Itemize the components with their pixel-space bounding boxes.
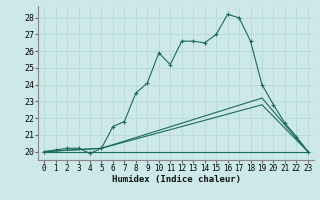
X-axis label: Humidex (Indice chaleur): Humidex (Indice chaleur)	[111, 175, 241, 184]
